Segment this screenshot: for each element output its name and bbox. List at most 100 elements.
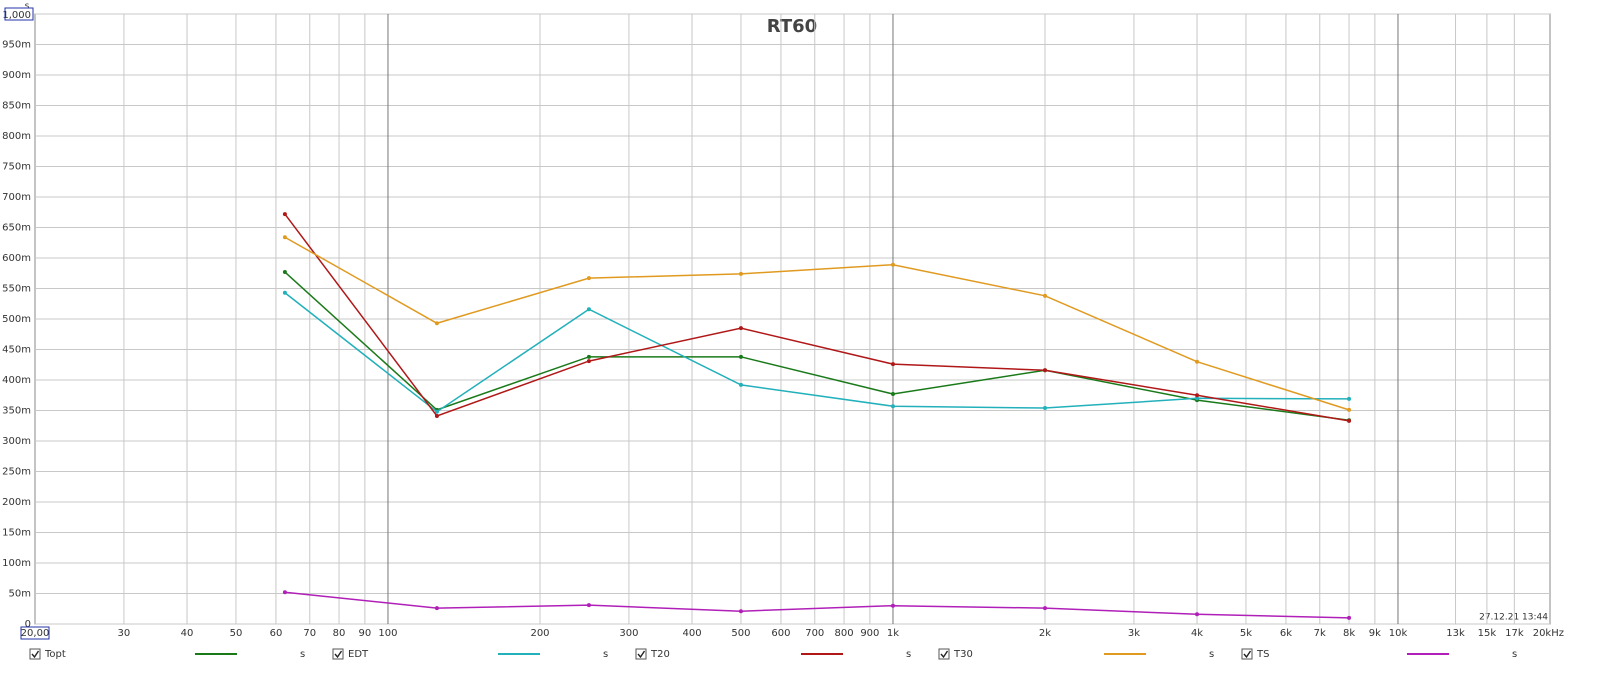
- x-tick-label: 60: [270, 628, 283, 639]
- legend-checkbox: [332, 648, 344, 660]
- x-tick-label: 10k: [1389, 628, 1408, 639]
- data-point: [890, 603, 895, 608]
- x-tick-label: 6k: [1280, 628, 1292, 639]
- y-tick-label: 350m: [2, 406, 31, 417]
- y-tick-label: 400m: [2, 375, 31, 386]
- series-line: [284, 236, 1350, 411]
- x-tick-label: 40: [181, 628, 194, 639]
- legend-unit: s: [300, 649, 305, 660]
- data-point: [434, 606, 439, 611]
- y-tick-label: 150m: [2, 528, 31, 539]
- x-tick-label: 9k: [1369, 628, 1381, 639]
- x-tick-label: 20kHz: [1533, 628, 1564, 639]
- data-point: [282, 290, 287, 295]
- legend-label: EDT: [348, 649, 369, 660]
- y-tick-box: [4, 7, 34, 21]
- legend-checkbox: [938, 648, 950, 660]
- data-point: [738, 609, 743, 614]
- series-line: [284, 271, 1350, 422]
- y-tick-label: 1,000: [2, 10, 31, 21]
- legend-check: [31, 650, 40, 659]
- x-tick-label: 500: [731, 628, 750, 639]
- data-point: [1347, 407, 1352, 412]
- legend-label: Topt: [44, 649, 66, 660]
- data-point: [1195, 359, 1200, 364]
- x-tick-label: 17k: [1505, 628, 1524, 639]
- y-tick-label: 850m: [2, 101, 31, 112]
- data-point: [738, 271, 743, 276]
- data-point: [586, 307, 591, 312]
- data-point: [1195, 393, 1200, 398]
- y-tick-label: 500m: [2, 314, 31, 325]
- series-line: [284, 292, 1350, 413]
- y-tick-label: 100m: [2, 558, 31, 569]
- x-tick-box: [20, 626, 50, 640]
- data-point: [282, 270, 287, 275]
- data-point: [890, 262, 895, 267]
- data-point: [434, 409, 439, 414]
- y-tick-label: 700m: [2, 192, 31, 203]
- timestamp: 27.12.21 13:44: [1479, 613, 1548, 623]
- data-point: [1195, 612, 1200, 617]
- data-point: [586, 276, 591, 281]
- x-tick-label: 7k: [1314, 628, 1326, 639]
- y-tick-label: 50m: [9, 589, 31, 600]
- legend-checkbox: [29, 648, 41, 660]
- data-point: [586, 354, 591, 359]
- y-tick-label: 0: [25, 619, 31, 630]
- y-tick-label: 450m: [2, 345, 31, 356]
- data-point: [890, 362, 895, 367]
- data-point: [738, 354, 743, 359]
- y-tick-label: 200m: [2, 497, 31, 508]
- legend-unit: s: [1512, 649, 1517, 660]
- legend-check: [637, 650, 646, 659]
- y-tick-label: 300m: [2, 436, 31, 447]
- y-tick-label: 750m: [2, 162, 31, 173]
- x-tick-label: 100: [378, 628, 397, 639]
- x-tick-label: 300: [619, 628, 638, 639]
- data-point: [1043, 406, 1047, 411]
- x-tick-label: 15k: [1478, 628, 1497, 639]
- x-tick-label: 700: [805, 628, 824, 639]
- y-tick-label: 800m: [2, 131, 31, 142]
- legend-check: [334, 650, 343, 659]
- y-tick-label: 600m: [2, 253, 31, 264]
- x-tick-label: 1k: [887, 628, 899, 639]
- y-tick-label: 950m: [2, 40, 31, 51]
- data-point: [586, 359, 591, 364]
- data-point: [282, 235, 287, 240]
- legend-check: [940, 650, 949, 659]
- data-point: [890, 392, 895, 397]
- legend-unit: s: [1209, 649, 1214, 660]
- data-point: [890, 404, 895, 409]
- x-tick-label: 70: [303, 628, 316, 639]
- series-line: [284, 213, 1350, 422]
- x-tick-label: 30: [118, 628, 131, 639]
- legend-label: T20: [650, 649, 670, 660]
- data-point: [282, 212, 287, 217]
- x-tick-label: 5k: [1240, 628, 1252, 639]
- x-tick-label: 600: [771, 628, 790, 639]
- legend-unit: s: [603, 649, 608, 660]
- x-tick-label: 400: [682, 628, 701, 639]
- data-point: [1195, 396, 1200, 401]
- data-point: [1043, 293, 1047, 298]
- y-tick-label: 550m: [2, 284, 31, 295]
- data-point: [282, 590, 287, 595]
- legend-checkbox: [1241, 648, 1253, 660]
- y-tick-label: 650m: [2, 223, 31, 234]
- x-tick-label: 8k: [1343, 628, 1355, 639]
- data-point: [586, 603, 591, 608]
- series-line: [284, 591, 1350, 619]
- x-tick-label: 200: [530, 628, 549, 639]
- x-tick-label: 20,00: [21, 628, 50, 639]
- data-point: [1347, 615, 1352, 620]
- chart-title: RT60: [767, 16, 817, 37]
- data-point: [738, 382, 743, 387]
- data-point: [738, 326, 743, 331]
- x-tick-label: 13k: [1446, 628, 1465, 639]
- legend-unit: s: [906, 649, 911, 660]
- legend-label: TS: [1256, 649, 1269, 660]
